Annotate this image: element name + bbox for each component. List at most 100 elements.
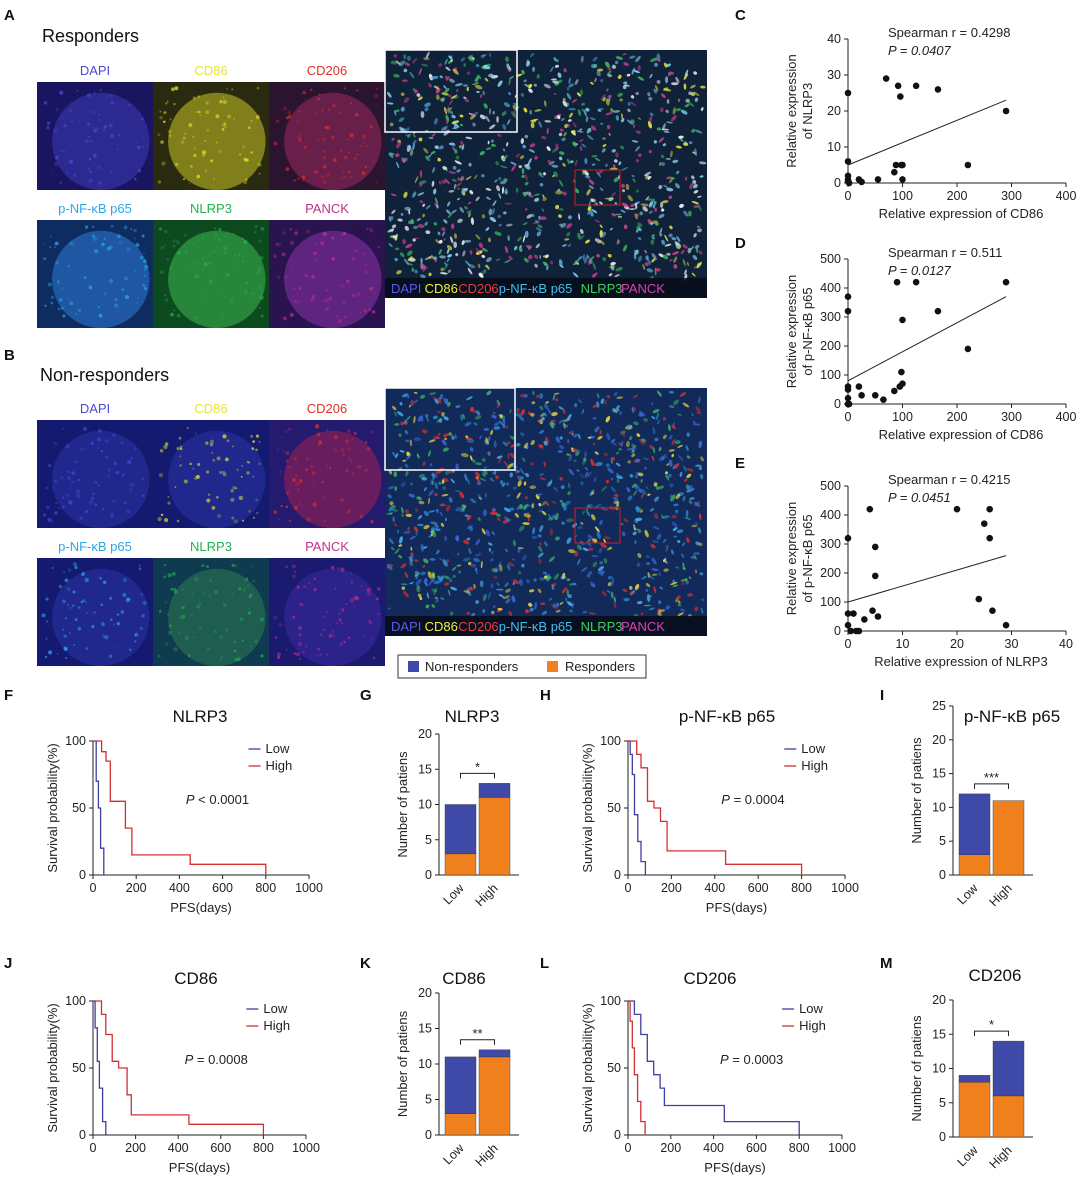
cell-dot bbox=[236, 468, 239, 472]
cell-dot bbox=[142, 283, 146, 287]
merged-cell bbox=[535, 227, 543, 232]
merged-cell bbox=[640, 438, 647, 443]
legend-label-high: High bbox=[801, 758, 828, 773]
merged-cell bbox=[610, 582, 612, 586]
legend-label-responders: Responders bbox=[565, 659, 636, 674]
merged-cell bbox=[431, 588, 438, 592]
merged-cell bbox=[555, 190, 563, 195]
merged-cell bbox=[621, 167, 629, 171]
bar-segment-responders bbox=[958, 1081, 991, 1138]
cell-dot bbox=[222, 603, 227, 607]
x-tick-label: 200 bbox=[125, 1141, 146, 1155]
merged-cell bbox=[387, 607, 392, 610]
merged-cell bbox=[626, 119, 634, 125]
cell-dot bbox=[236, 657, 241, 662]
merged-cell bbox=[562, 408, 566, 415]
merged-cell bbox=[590, 64, 596, 69]
merged-cell bbox=[399, 126, 404, 132]
cell-dot bbox=[168, 134, 172, 138]
merged-cell bbox=[464, 421, 472, 427]
cell-dot bbox=[318, 93, 321, 96]
cell-dot bbox=[197, 95, 201, 99]
cell-dot bbox=[247, 126, 251, 130]
cell-dot bbox=[82, 599, 86, 603]
merged-cell bbox=[506, 119, 511, 125]
merged-cell bbox=[675, 145, 682, 149]
merged-cell bbox=[673, 256, 678, 263]
merged-cell bbox=[425, 51, 430, 59]
merged-cell bbox=[417, 96, 423, 101]
cell-dot bbox=[285, 459, 289, 463]
cell-dot bbox=[230, 497, 235, 502]
cell-dot bbox=[104, 438, 109, 444]
merged-cell bbox=[563, 423, 569, 428]
x-tick-label: 600 bbox=[212, 881, 233, 895]
merged-cell bbox=[594, 451, 599, 455]
merged-cell bbox=[457, 187, 461, 190]
x-tick-label: 400 bbox=[1056, 189, 1077, 203]
cell-dot bbox=[338, 100, 341, 103]
y-axis-label-line-1: Relative expression bbox=[784, 54, 799, 167]
merged-cell bbox=[646, 562, 651, 565]
merged-cell bbox=[400, 92, 405, 97]
merged-cell bbox=[443, 397, 448, 404]
merged-cell bbox=[465, 437, 473, 441]
tissue-region bbox=[52, 568, 150, 667]
cell-dot bbox=[289, 240, 294, 245]
merged-cell bbox=[446, 248, 450, 254]
merged-cell bbox=[675, 509, 679, 514]
merged-cell bbox=[557, 188, 561, 192]
merged-cell bbox=[650, 220, 658, 225]
cell-dot bbox=[87, 122, 91, 126]
cell-dot bbox=[49, 518, 54, 523]
merged-cell bbox=[631, 407, 634, 414]
cell-dot bbox=[331, 257, 335, 261]
cell-dot bbox=[120, 441, 124, 445]
merged-cell bbox=[699, 513, 702, 521]
merged-cell bbox=[429, 463, 433, 467]
merged-cell bbox=[417, 415, 423, 422]
merged-cell bbox=[421, 429, 428, 434]
merged-cell bbox=[564, 238, 570, 241]
data-point bbox=[844, 307, 852, 315]
merged-cell bbox=[669, 483, 674, 488]
cell-dot bbox=[377, 612, 380, 616]
merged-cell bbox=[493, 421, 500, 427]
cell-dot bbox=[302, 604, 305, 606]
merged-cell bbox=[572, 129, 576, 134]
cell-dot bbox=[297, 120, 300, 123]
cell-dot bbox=[257, 162, 262, 167]
cell-dot bbox=[84, 577, 89, 583]
merged-cell bbox=[505, 588, 511, 593]
survival-curve-high bbox=[93, 740, 267, 875]
merged-cell bbox=[614, 201, 618, 205]
cell-dot bbox=[355, 88, 359, 92]
cell-dot bbox=[315, 654, 319, 657]
merged-cell bbox=[400, 563, 407, 569]
merged-cell bbox=[594, 238, 602, 244]
merged-cell bbox=[577, 558, 581, 566]
merged-cell bbox=[629, 55, 636, 59]
merged-cell bbox=[524, 207, 528, 211]
merged-cell bbox=[664, 474, 670, 481]
cell-dot bbox=[240, 475, 243, 478]
merged-cell bbox=[695, 406, 701, 414]
merged-cell bbox=[649, 575, 655, 580]
x-tick-label: 200 bbox=[947, 189, 968, 203]
merge-legend-nlrp3: NLRP3 bbox=[581, 281, 623, 296]
merged-cell bbox=[599, 224, 603, 228]
merged-cell bbox=[441, 411, 445, 417]
cell-dot bbox=[346, 509, 351, 514]
cell-dot bbox=[72, 244, 75, 247]
cell-dot bbox=[107, 468, 112, 472]
cell-dot bbox=[58, 298, 63, 302]
merged-cell bbox=[520, 432, 525, 437]
merged-cell bbox=[394, 486, 398, 491]
data-point bbox=[844, 386, 852, 393]
survival-curve-low bbox=[628, 1000, 800, 1135]
merged-cell bbox=[390, 60, 398, 65]
cell-dot bbox=[159, 448, 164, 453]
merged-cell bbox=[562, 191, 567, 196]
cell-dot bbox=[183, 479, 188, 484]
cell-dot bbox=[188, 123, 193, 128]
